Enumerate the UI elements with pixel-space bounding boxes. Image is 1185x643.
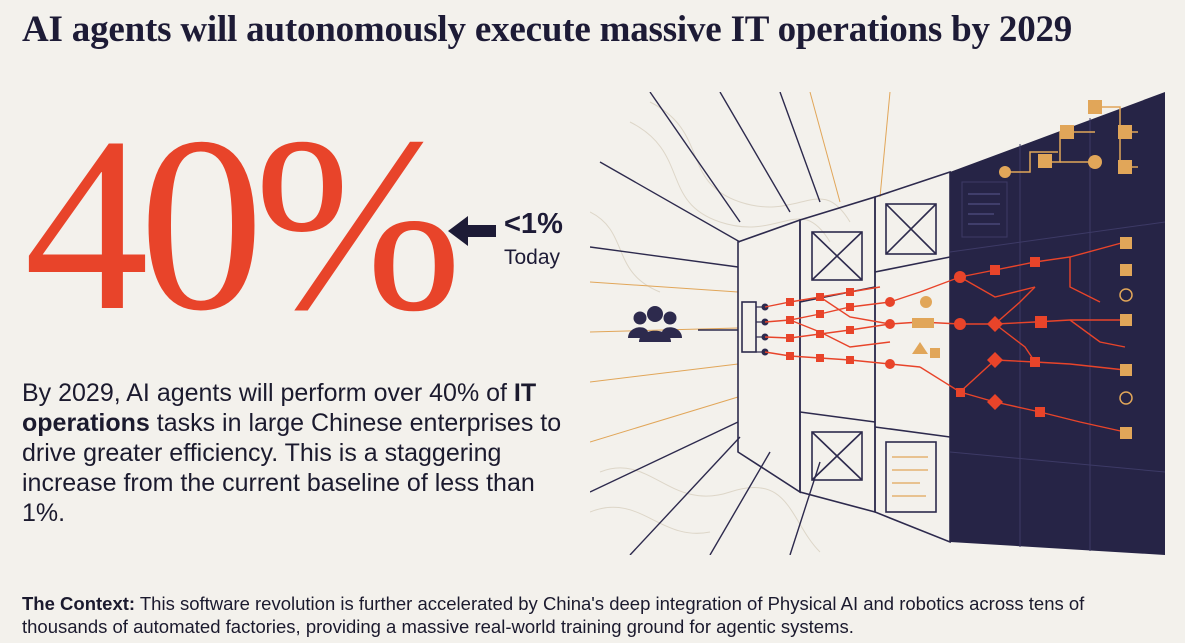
today-value: <1%: [504, 208, 563, 240]
context-label: The Context:: [22, 593, 136, 614]
description-part2: tasks in large Chinese enterprises to dr…: [22, 409, 562, 527]
description-text: By 2029, AI agents will perform over 40%…: [22, 378, 562, 528]
context-text: This software revolution is further acce…: [22, 593, 1085, 637]
description-highlight: IT operations: [22, 379, 537, 437]
agent-network-illustration: [590, 92, 1165, 555]
arrow-left-icon: [448, 216, 496, 246]
description-part1: By 2029, AI agents will perform over 40%…: [22, 379, 514, 407]
today-label: Today: [504, 246, 561, 269]
context-note: The Context: This software revolution is…: [22, 592, 1172, 638]
page-title: AI agents will autonomously execute mass…: [22, 9, 1073, 50]
people-group-icon: [628, 306, 682, 342]
headline-stat: 40%: [24, 86, 462, 363]
